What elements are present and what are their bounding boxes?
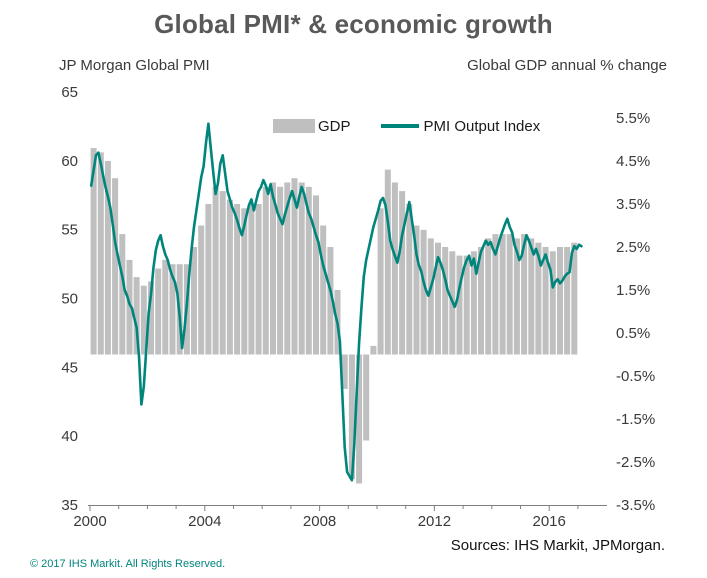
gdp-bar	[420, 229, 427, 355]
gdp-bar	[384, 169, 391, 355]
left-axis-tick-label: 35	[61, 497, 78, 514]
right-axis-tick-label: 3.5%	[616, 196, 650, 213]
gdp-bar	[191, 247, 197, 355]
gdp-bar	[356, 354, 363, 484]
gdp-bar	[506, 234, 513, 355]
x-axis-tick-label: 2000	[73, 513, 106, 530]
left-axis-tick-label: 60	[61, 153, 78, 170]
right-axis-tick-label: -2.5%	[616, 454, 655, 471]
gdp-bar	[248, 204, 255, 355]
right-axis-tick-label: 2.5%	[616, 239, 650, 256]
left-axis-tick-label: 55	[61, 222, 78, 239]
gdp-bar	[535, 242, 542, 355]
sources-note: Sources: IHS Markit, JPMorgan.	[450, 537, 665, 554]
gdp-bar	[298, 182, 305, 355]
gdp-bar	[327, 247, 334, 355]
gdp-bar	[148, 281, 154, 355]
gdp-bar	[320, 225, 327, 355]
gdp-bar	[478, 247, 484, 355]
left-axis-tick-label: 45	[61, 359, 78, 376]
gdp-bar	[305, 186, 312, 355]
right-axis-tick-label: 5.5%	[616, 110, 650, 127]
gdp-bar	[542, 247, 549, 355]
left-axis-tick-label: 40	[61, 428, 78, 445]
x-axis-tick-label: 2004	[188, 513, 221, 530]
gdp-bar	[255, 204, 262, 355]
right-axis-tick-label: -0.5%	[616, 368, 655, 385]
gdp-bar	[198, 225, 205, 355]
gdp-bar	[549, 251, 556, 355]
gdp-bar	[463, 255, 470, 355]
gdp-bar	[528, 238, 535, 355]
right-axis-tick-label: 4.5%	[616, 153, 650, 170]
left-axis-tick-label: 50	[61, 291, 78, 308]
pmi-legend-line-swatch	[380, 124, 419, 128]
chart-title: Global PMI* & economic growth	[154, 9, 553, 39]
right-axis-tick-label: 0.5%	[616, 325, 650, 342]
gdp-bar	[205, 204, 212, 355]
gdp-bar	[435, 242, 441, 355]
gdp-bar	[413, 225, 420, 355]
gdp-legend-label: GDP	[318, 117, 351, 135]
gdp-bar	[557, 247, 563, 355]
gdp-bar	[212, 186, 219, 355]
gdp-bar	[406, 204, 413, 355]
left-axis-tick-label: 65	[61, 84, 78, 101]
gdp-bar	[234, 204, 241, 355]
gdp-bar	[513, 238, 520, 355]
gdp-bar	[104, 161, 111, 355]
gdp-bar	[97, 152, 104, 355]
gdp-bar	[140, 285, 147, 355]
gdp-bar	[313, 195, 319, 355]
gdp-bar	[470, 251, 477, 355]
gdp-bar	[341, 354, 348, 389]
gdp-bar	[456, 255, 463, 355]
gdp-legend-swatch	[273, 119, 315, 133]
gdp-bar	[119, 234, 126, 355]
gdp-bar	[270, 182, 276, 355]
gdp-bar	[169, 264, 176, 355]
x-axis-tick-label: 2016	[533, 513, 566, 530]
gdp-bar	[391, 182, 398, 355]
gdp-bar	[291, 178, 298, 355]
left-axis-title: JP Morgan Global PMI	[59, 57, 210, 74]
gdp-bar	[377, 208, 384, 355]
gdp-bar	[571, 242, 578, 355]
gdp-bar	[363, 354, 370, 441]
gdp-bar	[162, 259, 169, 355]
gdp-bar	[521, 234, 528, 355]
gdp-bar	[427, 238, 434, 355]
gdp-bar	[112, 178, 119, 355]
gdp-bar	[399, 191, 406, 355]
gdp-bar	[284, 182, 291, 355]
gdp-bar	[226, 199, 233, 355]
copyright-note: © 2017 IHS Markit. All Rights Reserved.	[30, 558, 226, 570]
pmi-legend-label: PMI Output Index	[423, 117, 541, 135]
pmi-line	[89, 122, 583, 482]
x-axis-tick-label: 2012	[418, 513, 451, 530]
gdp-bar	[262, 186, 269, 355]
gdp-bar	[370, 345, 377, 355]
gdp-bar	[277, 186, 284, 355]
right-axis-title: Global GDP annual % change	[467, 57, 667, 74]
gdp-bar	[241, 208, 248, 355]
gdp-bar	[90, 148, 97, 355]
right-axis-tick-label: -3.5%	[616, 497, 655, 514]
gdp-bar	[485, 238, 492, 355]
gdp-bar	[442, 247, 449, 355]
gdp-bar	[133, 277, 140, 355]
gdp-bar	[499, 234, 506, 355]
right-axis-tick-label: -1.5%	[616, 411, 655, 428]
gdp-bar	[492, 234, 499, 355]
gdp-bar	[155, 268, 162, 355]
gdp-bar	[564, 247, 571, 355]
gdp-bar	[348, 354, 355, 480]
chart-legend: GDP PMI Output Index	[273, 117, 540, 135]
x-axis-tick-label: 2008	[303, 513, 336, 530]
gdp-bar	[219, 191, 226, 355]
gdp-bar	[126, 259, 133, 355]
right-axis-tick-label: 1.5%	[616, 282, 650, 299]
